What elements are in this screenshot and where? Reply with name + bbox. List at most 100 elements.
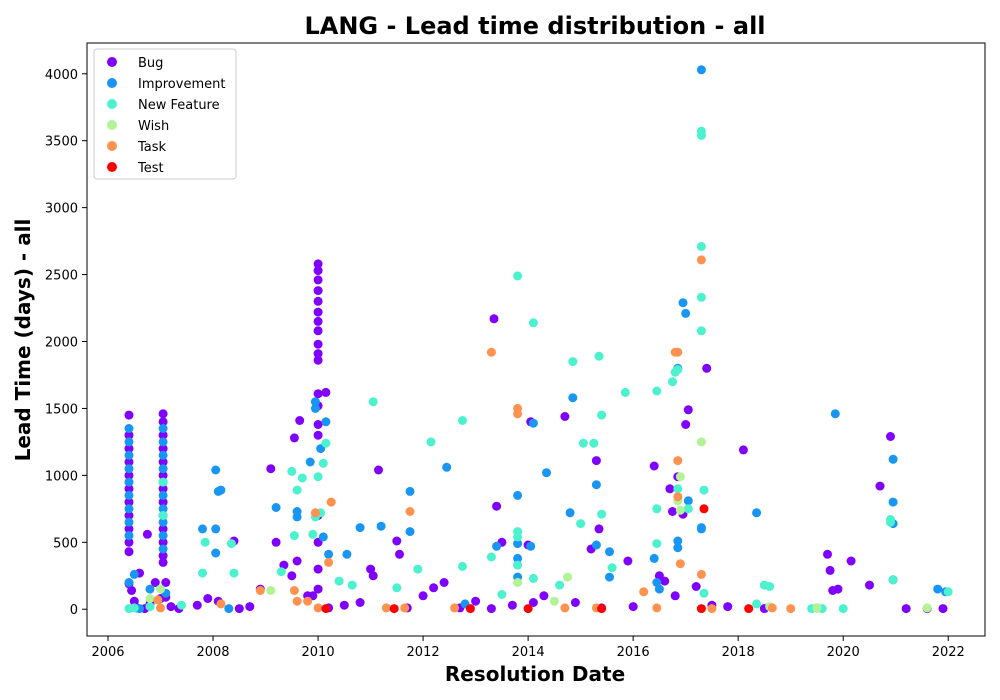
legend-marker: [107, 162, 117, 172]
data-point: [161, 578, 171, 587]
data-point: [765, 582, 775, 591]
data-point: [158, 444, 168, 454]
data-point: [124, 430, 134, 440]
data-point: [405, 527, 415, 537]
x-tick-label: 2020: [827, 645, 860, 660]
data-point: [266, 586, 276, 595]
x-tick-label: 2022: [932, 645, 965, 660]
data-point: [158, 537, 168, 547]
data-point: [374, 465, 383, 475]
data-point: [549, 596, 559, 606]
data-point: [673, 484, 683, 494]
legend-marker: [107, 141, 117, 151]
data-point: [124, 424, 134, 433]
data-point: [211, 524, 221, 534]
data-point: [289, 586, 299, 595]
data-point: [597, 410, 607, 420]
data-point: [355, 523, 365, 533]
x-tick-label: 2010: [302, 645, 335, 660]
data-point: [142, 529, 152, 539]
data-point: [392, 536, 402, 546]
data-point: [492, 501, 502, 511]
data-point: [313, 286, 323, 296]
data-point: [308, 529, 318, 539]
data-point: [124, 497, 134, 507]
data-point: [691, 582, 701, 591]
data-point: [738, 445, 748, 455]
data-point: [528, 318, 538, 328]
data-point: [355, 598, 365, 607]
data-point: [211, 465, 221, 475]
data-point: [158, 424, 168, 433]
data-point: [513, 532, 523, 542]
data-point: [313, 266, 323, 276]
data-point: [507, 600, 517, 610]
data-point: [426, 437, 436, 447]
data-point: [321, 417, 331, 427]
data-point: [295, 416, 305, 425]
plot-area: [87, 43, 985, 636]
data-point: [158, 450, 168, 460]
data-point: [812, 603, 822, 613]
data-points: [124, 65, 953, 614]
data-point: [888, 575, 898, 585]
data-point: [158, 437, 168, 447]
data-point: [326, 497, 336, 507]
data-point: [591, 540, 601, 550]
y-tick-label: 1500: [45, 402, 78, 417]
data-point: [429, 583, 439, 593]
data-point: [605, 572, 614, 582]
data-point: [696, 569, 706, 579]
data-point: [313, 355, 323, 365]
data-point: [875, 481, 885, 491]
data-point: [266, 464, 276, 474]
data-point: [670, 591, 680, 601]
data-point: [166, 602, 176, 612]
data-point: [823, 549, 832, 559]
data-point: [321, 438, 331, 448]
data-point: [649, 461, 659, 471]
data-point: [578, 438, 588, 448]
data-point: [158, 551, 168, 561]
data-point: [318, 532, 328, 542]
data-point: [528, 573, 538, 583]
data-point: [158, 511, 168, 520]
data-point: [696, 242, 706, 251]
data-point: [555, 580, 565, 590]
data-point: [129, 603, 139, 613]
data-point: [313, 603, 323, 613]
data-point: [649, 553, 659, 563]
plot-frame: [86, 42, 986, 637]
legend-label: Wish: [138, 119, 169, 134]
data-point: [124, 450, 134, 460]
data-point: [702, 363, 712, 373]
data-point: [203, 594, 213, 603]
data-point: [389, 604, 399, 614]
x-tick-label: 2006: [91, 645, 124, 660]
data-point: [752, 508, 762, 518]
data-point: [216, 485, 226, 495]
data-point: [673, 543, 683, 553]
data-point: [339, 600, 349, 610]
data-point: [673, 456, 683, 466]
data-point: [696, 437, 706, 447]
data-point: [124, 511, 134, 520]
data-point: [310, 508, 320, 518]
data-point: [145, 584, 155, 594]
data-point: [405, 507, 415, 516]
data-point: [901, 604, 911, 614]
data-point: [376, 521, 386, 531]
data-point: [334, 576, 344, 586]
data-point: [324, 549, 334, 559]
data-point: [922, 603, 932, 613]
data-point: [129, 569, 139, 579]
legend-marker: [107, 78, 117, 88]
data-point: [392, 583, 402, 593]
data-point: [528, 598, 538, 607]
y-tick-label: 3500: [45, 135, 78, 150]
data-point: [652, 539, 662, 549]
data-point: [486, 347, 496, 357]
data-point: [158, 409, 168, 419]
data-point: [513, 560, 523, 570]
data-point: [124, 444, 134, 454]
